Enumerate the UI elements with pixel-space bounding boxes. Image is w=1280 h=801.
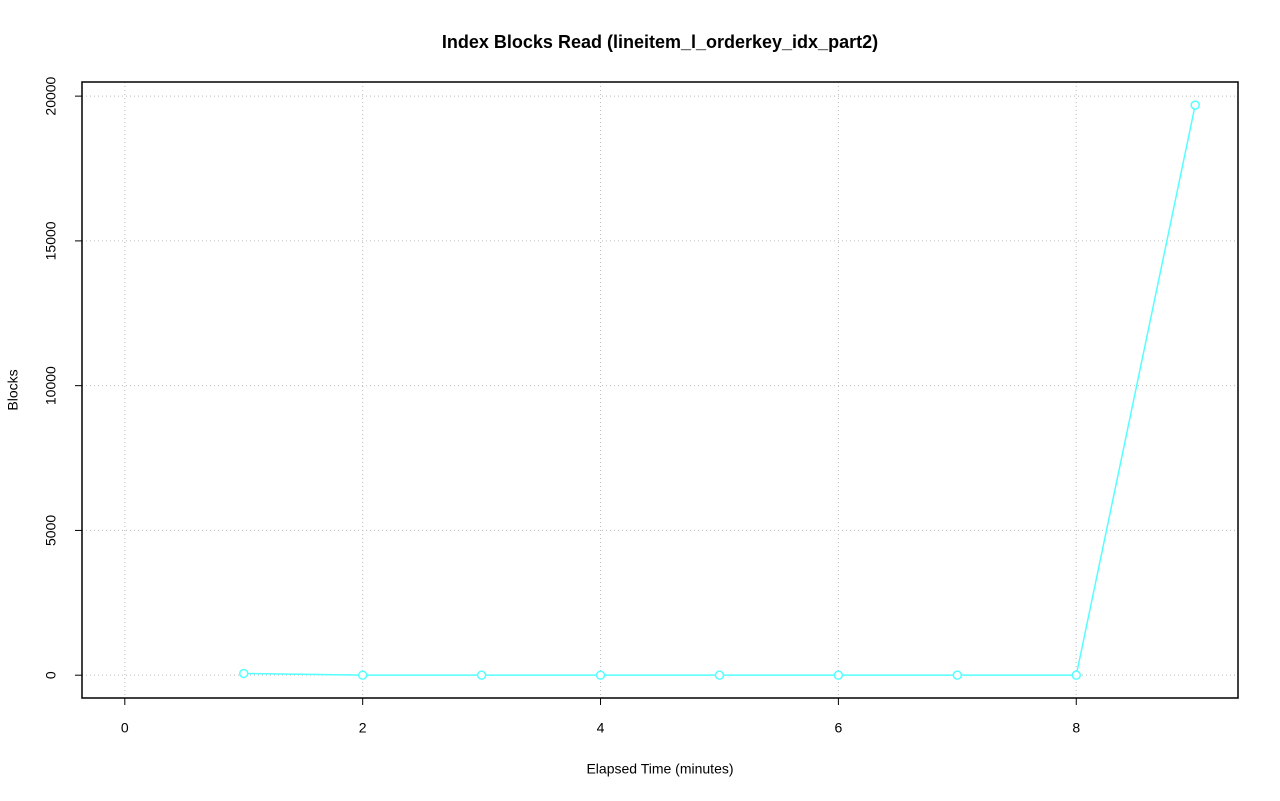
x-tick-label: 8 [1072, 720, 1080, 736]
chart-title: Index Blocks Read (lineitem_l_orderkey_i… [442, 32, 878, 52]
x-tick-label: 0 [121, 720, 129, 736]
data-point [952, 670, 963, 680]
x-tick-label: 6 [834, 720, 842, 736]
grid [82, 82, 1238, 698]
data-point [476, 670, 487, 680]
data-point [714, 670, 725, 680]
plot-frame [81, 81, 1239, 699]
x-axis-label: Elapsed Time (minutes) [586, 761, 733, 777]
data-point [833, 670, 844, 680]
y-tick-label: 5000 [43, 515, 59, 546]
data-point [595, 670, 606, 680]
data-point [238, 668, 249, 679]
data-point [1190, 100, 1200, 110]
y-axis-label: Blocks [5, 369, 21, 410]
y-tick-label: 10000 [43, 366, 59, 405]
y-tick-label: 15000 [43, 221, 59, 260]
y-tick-label: 20000 [43, 76, 59, 115]
plot [238, 100, 1200, 680]
y-tick-label: 0 [43, 671, 59, 679]
data-point [1071, 670, 1082, 680]
x-tick-label: 2 [359, 720, 367, 736]
x-tick-label: 4 [597, 720, 605, 736]
data-point [357, 670, 368, 680]
